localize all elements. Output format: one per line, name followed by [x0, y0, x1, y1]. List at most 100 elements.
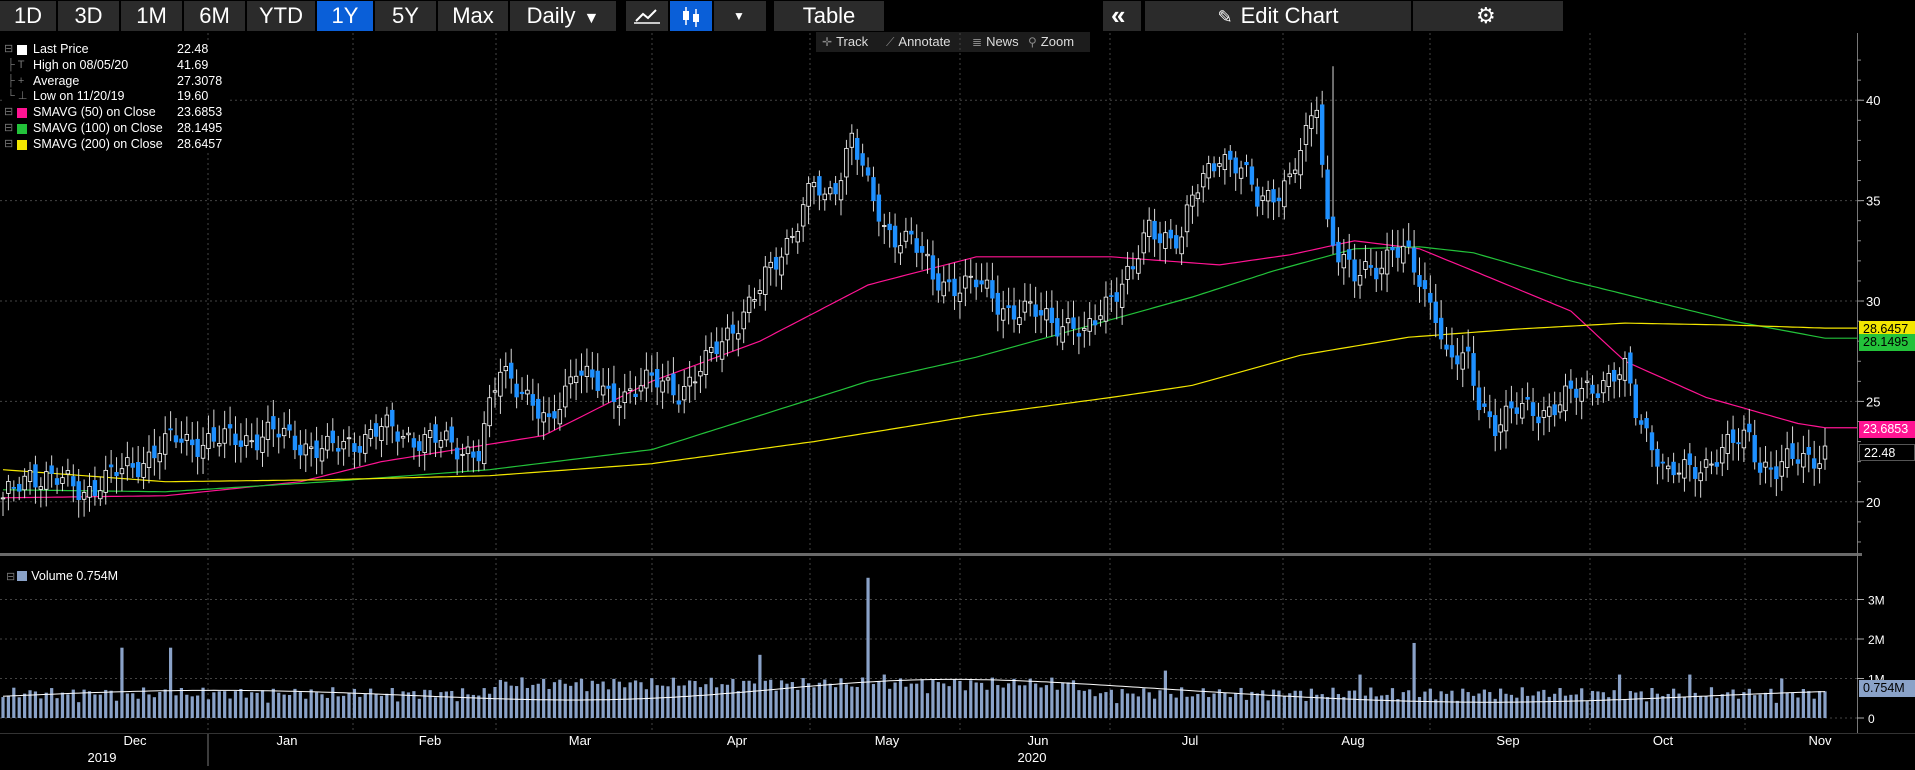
- volume-bar: [260, 690, 265, 718]
- volume-bar: [1428, 688, 1432, 718]
- collapse-button[interactable]: «: [1103, 1, 1141, 31]
- candle-body: [1682, 459, 1687, 479]
- settings-button[interactable]: ⚙: [1413, 1, 1563, 31]
- volume-bar: [1563, 695, 1568, 718]
- volume-bar: [1531, 695, 1535, 718]
- volume-bar: [1066, 682, 1070, 718]
- volume-bar: [736, 691, 740, 718]
- legend-row-last-price[interactable]: ⊟ Last Price 22.48: [4, 42, 228, 58]
- range-ytd-button[interactable]: YTD: [247, 1, 317, 31]
- candle-body: [1001, 308, 1006, 321]
- range-6m-button[interactable]: 6M: [184, 1, 247, 31]
- candle-body: [54, 478, 60, 485]
- candle-body: [1757, 462, 1763, 473]
- volume-bar: [1553, 693, 1557, 718]
- candle-body: [38, 486, 44, 490]
- range-3d-button[interactable]: 3D: [58, 1, 121, 31]
- legend-value: 19.60: [177, 89, 209, 104]
- volume-bar: [709, 677, 713, 718]
- candle-body: [1622, 357, 1628, 381]
- candlestick-button[interactable]: [670, 1, 712, 31]
- volume-bar: [174, 695, 178, 718]
- volume-bar: [909, 683, 913, 718]
- candle-body: [1655, 448, 1660, 467]
- volume-bar: [471, 694, 475, 718]
- volume-bar: [796, 689, 800, 718]
- volume-bar: [1098, 693, 1103, 718]
- volume-legend[interactable]: ⊟ Volume 0.754M: [6, 569, 118, 583]
- volume-bar: [844, 684, 849, 718]
- track-tool[interactable]: ✛ Track: [822, 34, 868, 50]
- candle-body: [1125, 265, 1130, 280]
- candle-body: [736, 333, 741, 340]
- candle-body: [1233, 157, 1238, 174]
- legend-row-sma100[interactable]: ⊟ SMAVG (100) on Close 28.1495: [4, 121, 228, 137]
- volume-bar: [866, 577, 870, 718]
- legend-row-low[interactable]: └ ⊥ Low on 11/20/19 19.60: [4, 89, 228, 105]
- candle-body: [1049, 307, 1055, 323]
- range-1y-button[interactable]: 1Y: [317, 1, 375, 31]
- volume-bar: [466, 694, 470, 718]
- candle-body: [1071, 317, 1076, 329]
- candle-body: [1319, 104, 1325, 165]
- legend-row-high[interactable]: ├ T High on 08/05/20 41.69: [4, 58, 228, 74]
- candle-body: [833, 183, 838, 195]
- month-label: Aug: [1341, 733, 1364, 748]
- legend-row-sma50[interactable]: ⊟ SMAVG (50) on Close 23.6853: [4, 105, 228, 121]
- more-styles-dropdown[interactable]: ▼: [714, 1, 766, 31]
- volume-bar: [325, 697, 329, 718]
- candle-body: [308, 446, 314, 449]
- frequency-dropdown[interactable]: Daily ▼: [510, 1, 618, 31]
- range-1d-button[interactable]: 1D: [0, 1, 58, 31]
- volume-bar: [412, 691, 416, 718]
- news-tool[interactable]: ≣ News: [972, 34, 1019, 50]
- candle-body: [1449, 345, 1455, 358]
- volume-bar: [114, 700, 119, 718]
- volume-bar: [369, 688, 373, 718]
- candle-body: [849, 132, 855, 148]
- candle-body: [1471, 353, 1476, 386]
- volume-bar: [1017, 685, 1022, 718]
- candle-body: [1541, 410, 1547, 418]
- candle-body: [946, 279, 952, 283]
- candle-body: [368, 429, 373, 439]
- volume-bar: [888, 688, 892, 718]
- volume-bar: [455, 701, 459, 718]
- pencil-icon: ✎: [1217, 7, 1233, 27]
- annotate-tool[interactable]: ⟋ Annotate: [886, 34, 950, 50]
- y-axis-line: [1857, 33, 1858, 733]
- candle-body: [87, 486, 92, 498]
- edit-chart-button[interactable]: ✎ Edit Chart: [1145, 1, 1413, 31]
- line-chart-button[interactable]: [626, 1, 668, 31]
- crosshair-icon: ✛: [822, 35, 833, 49]
- volume-legend-label: Volume 0.754M: [31, 569, 119, 583]
- candle-body: [552, 411, 557, 419]
- price-tick-label: 25: [1866, 394, 1880, 409]
- volume-bar: [893, 682, 897, 718]
- volume-bar: [904, 686, 908, 718]
- candle-body: [1795, 459, 1801, 464]
- range-5y-button[interactable]: 5Y: [375, 1, 438, 31]
- table-button[interactable]: Table: [774, 1, 1116, 31]
- volume-bar: [855, 686, 859, 718]
- legend-row-sma200[interactable]: ⊟ SMAVG (200) on Close 28.6457: [4, 137, 228, 153]
- volume-bar: [250, 692, 254, 718]
- candle-body: [400, 436, 406, 439]
- zoom-tool[interactable]: ⚲ Zoom: [1028, 34, 1074, 50]
- candle-body: [606, 385, 611, 389]
- candle-body: [492, 390, 498, 393]
- price-tick-label: 35: [1866, 194, 1880, 209]
- legend-row-average[interactable]: ├ + Average 27.3078: [4, 74, 228, 90]
- volume-bar: [1628, 691, 1632, 718]
- range-max-button[interactable]: Max: [438, 1, 510, 31]
- candle-body: [1174, 235, 1179, 249]
- candle-body: [979, 280, 984, 285]
- candle-body: [973, 279, 979, 288]
- table-button-bg: [774, 1, 884, 31]
- volume-bar: [77, 702, 81, 718]
- volume-bar: [320, 694, 324, 718]
- volume-bar: [131, 693, 135, 718]
- month-label: Jun: [1028, 733, 1049, 748]
- range-1m-button[interactable]: 1M: [121, 1, 184, 31]
